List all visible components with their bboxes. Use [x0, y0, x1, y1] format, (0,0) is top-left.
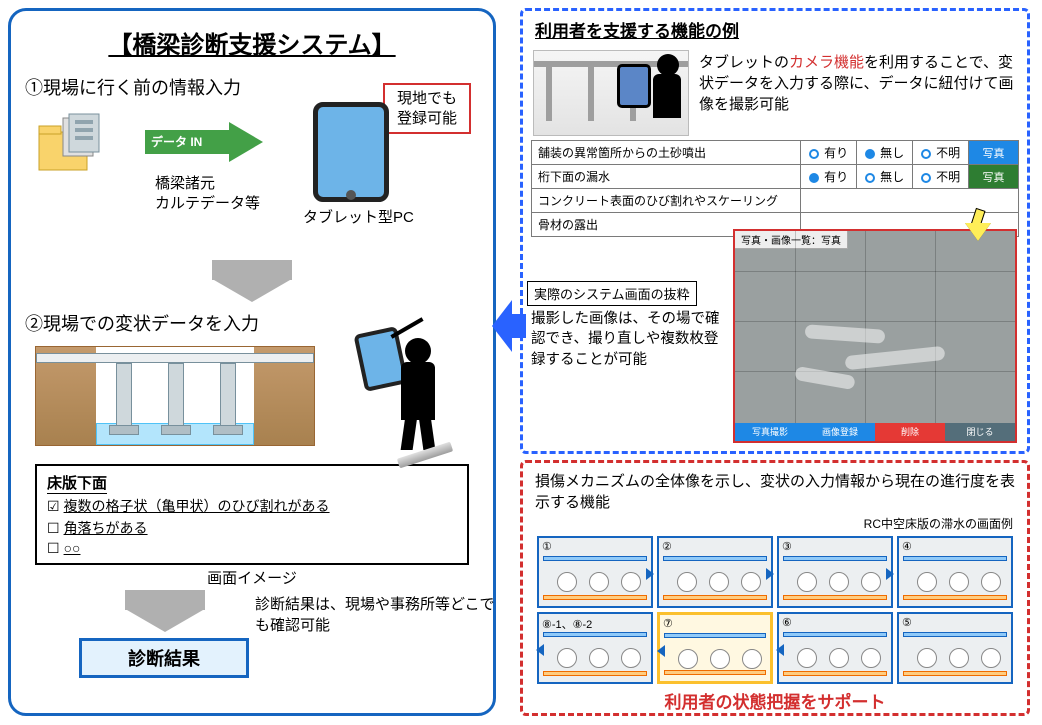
form-option[interactable]: 有り: [801, 165, 857, 189]
photo-action-bar: 写真撮影画像登録削除閉じる: [735, 423, 1015, 441]
photo-review-note: 撮影した画像は、その場で確認でき、撮り直しや複数枚登録することが可能: [531, 309, 729, 370]
result-note: 診断結果は、現場や事務所等どこでも確認可能: [255, 594, 495, 636]
mechanism-cell[interactable]: ⑧-1、⑧-2: [537, 612, 653, 684]
checklist-item[interactable]: 複数の格子状（亀甲状）のひび割れがある: [47, 496, 457, 516]
mechanism-cell[interactable]: ③: [777, 536, 893, 608]
photo-bar-button[interactable]: 写真撮影: [735, 423, 805, 441]
mechanism-cell[interactable]: ⑦: [657, 612, 773, 684]
mechanism-cell[interactable]: ②: [657, 536, 773, 608]
mechanism-cell[interactable]: ①: [537, 536, 653, 608]
mechanism-grid: ①②③④ ⑧-1、⑧-2⑦⑥⑤: [537, 536, 1013, 684]
mechanism-caption: RC中空床版の滞水の画面例: [531, 515, 1013, 532]
mechanism-cell[interactable]: ⑥: [777, 612, 893, 684]
left-panel: 【橋梁診断支援システム】 ①現場に行く前の情報入力 現地でも 登録可能 データ …: [8, 8, 496, 716]
data-in-arrow: データ IN: [145, 122, 265, 162]
photo-button[interactable]: 写真: [969, 141, 1019, 165]
camera-feature-row: タブレットのカメラ機能を利用することで、変状データを入力する際に、データに紐付け…: [531, 48, 1019, 140]
row-data-input: データ IN 橋梁諸元 カルテデータ等 タブレット型PC: [25, 108, 479, 258]
yellow-pointer-arrow-icon: [965, 209, 991, 243]
camera-feature-desc: タブレットのカメラ機能を利用することで、変状データを入力する際に、データに紐付け…: [699, 52, 1015, 115]
checklist-item[interactable]: 角落ちがある: [47, 518, 457, 538]
bridge-diagram-icon: [35, 346, 315, 446]
checklist-card: 床版下面 複数の格子状（亀甲状）のひび割れがある 角落ちがある ○○: [35, 464, 469, 565]
diagnosis-result-box: 診断結果: [79, 638, 249, 678]
mechanism-cell[interactable]: ④: [897, 536, 1013, 608]
person-tablet-icon: [631, 54, 689, 132]
concrete-photo-preview: 写真・画像一覧：写真 写真撮影画像登録削除閉じる: [733, 229, 1017, 443]
screen-excerpt-label: 実際のシステム画面の抜粋: [527, 281, 697, 306]
tablet-icon: [313, 102, 389, 202]
checklist-item[interactable]: ○○: [47, 540, 457, 557]
inspector-person-icon: [371, 330, 461, 460]
mechanism-desc: 損傷メカニズムの全体像を示し、変状の入力情報から現在の進行度を表示する機能: [535, 471, 1015, 513]
card-header: 床版下面: [47, 472, 107, 494]
form-row-label: 桁下面の漏水: [532, 165, 801, 189]
tablet-caption: タブレット型PC: [303, 206, 414, 227]
photo-bar-button[interactable]: 閉じる: [945, 423, 1015, 441]
photo-bar-button[interactable]: 画像登録: [805, 423, 875, 441]
form-row-label: 舗装の異常箇所からの土砂噴出: [532, 141, 801, 165]
down-arrow-1: [192, 260, 312, 302]
photo-button[interactable]: 写真: [969, 165, 1019, 189]
form-row-label: コンクリート表面のひび割れやスケーリング: [532, 189, 801, 213]
source-data-caption: 橋梁諸元 カルテデータ等: [155, 174, 260, 213]
folder-database-icon: [35, 112, 115, 182]
mechanism-cell[interactable]: ⑤: [897, 612, 1013, 684]
photo-list-title: 写真・画像一覧：写真: [735, 231, 848, 249]
support-message: 利用者の状態把握をサポート: [531, 688, 1019, 713]
form-option[interactable]: 無し: [857, 165, 913, 189]
right-bottom-panel: 損傷メカニズムの全体像を示し、変状の入力情報から現在の進行度を表示する機能 RC…: [520, 460, 1030, 716]
row-onsite-input: [25, 344, 479, 460]
condition-form-table: 舗装の異常箇所からの土砂噴出 有り 無し 不明写真桁下面の漏水 有り 無し 不明…: [531, 140, 1019, 237]
form-option[interactable]: 不明: [913, 165, 969, 189]
main-title: 【橋梁診断支援システム】: [25, 25, 479, 60]
form-option[interactable]: 無し: [857, 141, 913, 165]
screen-image-caption: 画面イメージ: [25, 567, 479, 588]
right-top-panel: 利用者を支援する機能の例 タブレットのカメラ機能を利用することで、変状データを入…: [520, 8, 1030, 454]
support-features-title: 利用者を支援する機能の例: [535, 17, 1019, 42]
photo-bar-button[interactable]: 削除: [875, 423, 945, 441]
down-arrow-2: [105, 590, 225, 632]
form-option[interactable]: 不明: [913, 141, 969, 165]
form-option[interactable]: 有り: [801, 141, 857, 165]
